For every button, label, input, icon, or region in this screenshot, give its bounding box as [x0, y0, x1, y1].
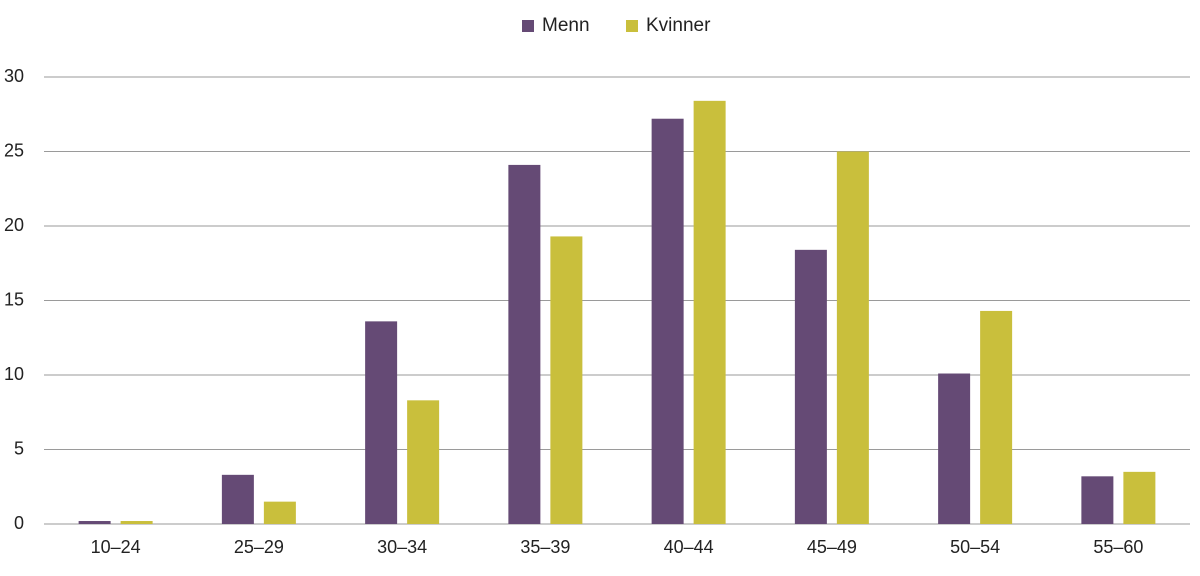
bar: [938, 373, 971, 524]
y-tick-label: 15: [4, 289, 24, 309]
x-tick-label: 30–34: [377, 537, 427, 557]
bar: [836, 151, 869, 524]
x-tick-label: 40–44: [664, 537, 714, 557]
y-tick-label: 5: [14, 438, 24, 458]
legend-swatch: [626, 20, 638, 32]
y-tick-label: 30: [4, 66, 24, 86]
x-tick-label: 45–49: [807, 537, 857, 557]
legend-swatch: [522, 20, 534, 32]
y-tick-label: 20: [4, 215, 24, 235]
x-tick-label: 25–29: [234, 537, 284, 557]
x-tick-label: 55–60: [1093, 537, 1143, 557]
bar: [980, 310, 1013, 524]
legend-label: Kvinner: [646, 15, 711, 36]
bar: [550, 236, 583, 524]
y-tick-label: 0: [14, 513, 24, 533]
bar: [221, 474, 254, 524]
x-tick-label: 35–39: [520, 537, 570, 557]
x-tick-label: 10–24: [91, 537, 141, 557]
x-tick-label: 50–54: [950, 537, 1000, 557]
bar: [1123, 471, 1156, 524]
bar: [651, 118, 684, 524]
y-tick-label: 25: [4, 140, 24, 160]
bar: [1081, 476, 1114, 524]
bar: [407, 400, 440, 524]
bar: [794, 249, 827, 524]
bar: [263, 501, 296, 524]
bar: [78, 521, 111, 524]
bar: [693, 100, 726, 524]
y-tick-label: 10: [4, 364, 24, 384]
bar: [120, 521, 153, 524]
bar: [508, 164, 541, 524]
legend-label: Menn: [542, 15, 590, 36]
bar: [365, 321, 398, 524]
